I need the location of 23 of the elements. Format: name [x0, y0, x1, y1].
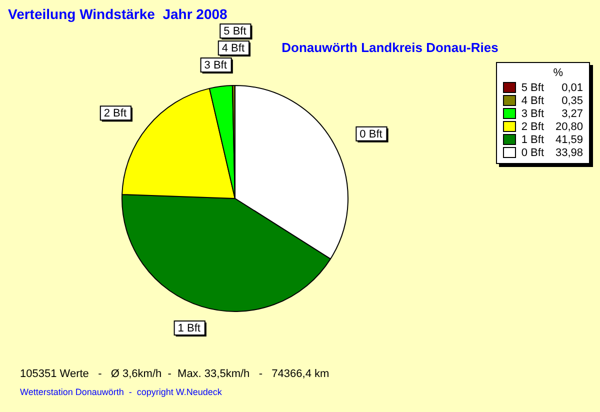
data-label: 33,98 [554, 146, 583, 158]
legend-label: 5 Bft [521, 82, 544, 94]
data-label: 0,35 [560, 94, 583, 106]
legend-label: 1 Bft [521, 134, 544, 146]
slice-label: 4 Bft [222, 42, 245, 55]
data-label: 20,80 [554, 120, 583, 132]
data-label: 3,27 [560, 108, 583, 120]
legend-label: 4 Bft [521, 94, 544, 106]
text: Wetterstation Donauwörth - copyright W.Neudeck [20, 387, 222, 397]
legend-title: % [552, 67, 564, 79]
slice-label: 1 Bft [178, 322, 200, 334]
chart-title: Verteilung Windstärke Jahr 2008 [8, 6, 228, 22]
legend-label: 0 Bft [521, 146, 544, 158]
slice-label: 0 Bft [360, 128, 382, 140]
category-label: 5 Bft [224, 26, 246, 38]
slice-label: 3 Bft [204, 60, 227, 72]
legend-label: 3 Bft [521, 108, 544, 120]
chart-subtitle: Donauwörth Landkreis Donau-Ries [282, 40, 498, 55]
legend-label: 2 Bft [521, 120, 544, 132]
text: 105351 Werte - Ø 3,6km/h - Max. 33,5km/h - 74366,4 km [20, 368, 330, 380]
data-label: 41,59 [554, 134, 583, 146]
slice-label: 2 Bft [104, 108, 127, 120]
data-label: 0,01 [560, 82, 583, 94]
